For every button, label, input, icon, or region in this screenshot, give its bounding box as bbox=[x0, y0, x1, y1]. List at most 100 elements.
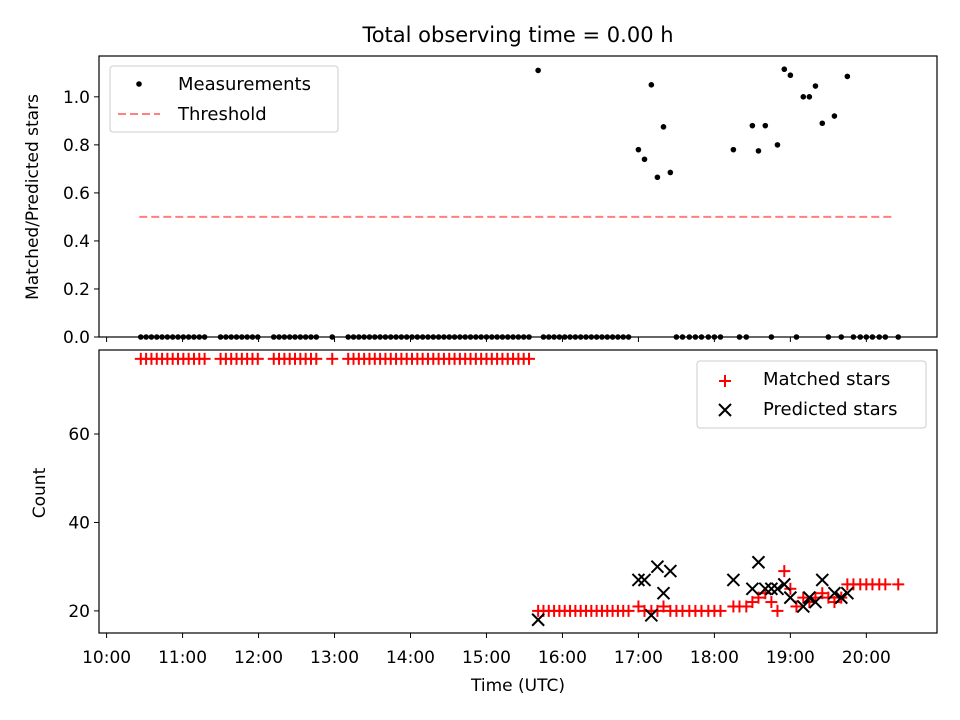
measurement-point bbox=[755, 148, 762, 154]
predicted-star-point bbox=[637, 573, 652, 587]
top-y-tick-label: 1.0 bbox=[63, 88, 90, 108]
matched-star-point bbox=[523, 352, 536, 365]
matched-star-point bbox=[651, 604, 664, 617]
measurement-point bbox=[806, 94, 813, 100]
top-legend: Measurements Threshold bbox=[109, 65, 339, 133]
measurement-point bbox=[635, 146, 642, 153]
bottom-x-tick-label: 14:00 bbox=[386, 648, 435, 668]
bottom-plot-frame bbox=[98, 349, 938, 634]
matched-star-point bbox=[828, 596, 841, 609]
top-y-tick-label: 0.0 bbox=[63, 328, 90, 348]
bottom-plot-area: 20 40 60 10:00 11:00 12:00 13:00 14:00 15:00 16:0… bbox=[68, 352, 905, 668]
matched-star-point bbox=[765, 596, 778, 609]
matched-star-point bbox=[326, 352, 339, 365]
matched-star-point bbox=[657, 600, 670, 613]
bottom-x-tick-label: 13:00 bbox=[310, 648, 359, 668]
predicted-star-point bbox=[808, 595, 823, 609]
measurement-point bbox=[774, 142, 781, 148]
predicted-star-point bbox=[827, 586, 842, 600]
matched-star-point bbox=[816, 587, 829, 600]
matched-star-point bbox=[740, 600, 753, 613]
legend-matched-marker bbox=[719, 375, 731, 387]
predicted-star-point bbox=[815, 573, 829, 587]
top-y-tick-label: 0.4 bbox=[63, 232, 90, 252]
bottom-legend-box bbox=[696, 360, 927, 429]
measurement-point bbox=[667, 169, 674, 176]
bottom-x-tick-label: 11:00 bbox=[158, 648, 207, 668]
matched-star-point bbox=[892, 578, 905, 591]
top-chart-title: Total observing time = 0.00 h bbox=[361, 23, 673, 47]
bottom-x-tick-label: 19:00 bbox=[766, 648, 815, 668]
predicted-star-point bbox=[644, 608, 659, 623]
matched-star-point bbox=[632, 600, 645, 613]
matched-star-point bbox=[251, 352, 264, 365]
predicted-star-point bbox=[631, 573, 646, 587]
matched-star-point bbox=[879, 578, 892, 591]
measurement-point bbox=[749, 122, 756, 129]
matched-star-point bbox=[746, 596, 759, 609]
measurement-point bbox=[787, 72, 794, 79]
matched-star-point bbox=[778, 565, 791, 578]
predicted-star-point bbox=[650, 559, 665, 574]
legend-predicted-marker bbox=[718, 403, 732, 417]
measurement-point bbox=[648, 82, 655, 88]
predicted-star-point bbox=[802, 590, 817, 605]
bottom-x-tick-label: 17:00 bbox=[614, 648, 663, 668]
matched-star-point bbox=[822, 591, 835, 604]
predicted-star-point bbox=[840, 586, 855, 600]
bottom-x-tick-label: 12:00 bbox=[234, 648, 283, 668]
measurement-point bbox=[535, 67, 541, 74]
top-y-axis-label: Matched/Predicted stars bbox=[23, 94, 43, 300]
top-y-tick-label: 0.8 bbox=[63, 136, 90, 156]
predicted-star-point bbox=[663, 564, 678, 578]
bottom-y-tick-label: 40 bbox=[68, 513, 90, 533]
measurement-point bbox=[800, 94, 807, 100]
predicted-star-point bbox=[726, 573, 741, 587]
predicted-star-point bbox=[656, 586, 671, 600]
measurement-point bbox=[831, 113, 838, 119]
predicted-star-point bbox=[783, 590, 798, 605]
bottom-x-tick-label: 20:00 bbox=[842, 648, 891, 668]
top-legend-box bbox=[109, 65, 339, 133]
measurement-point bbox=[844, 73, 851, 80]
measurement-point bbox=[812, 83, 819, 89]
bottom-y-tick-label: 20 bbox=[68, 602, 90, 622]
matched-star-point bbox=[622, 604, 635, 617]
legend-predicted-label: Predicted stars bbox=[763, 399, 897, 420]
predicted-star-point bbox=[751, 555, 766, 569]
matched-star-point bbox=[198, 352, 211, 365]
predicted-star-point bbox=[745, 582, 760, 596]
matched-star-point bbox=[797, 591, 810, 604]
measurement-point bbox=[819, 120, 826, 127]
predicted-star-point bbox=[531, 613, 545, 627]
matched-star-point bbox=[784, 582, 797, 595]
measurement-point bbox=[641, 156, 648, 163]
predicted-star-point bbox=[777, 577, 791, 592]
measurement-point bbox=[762, 122, 769, 129]
predicted-star-point bbox=[796, 599, 810, 614]
top-plot-frame bbox=[98, 55, 938, 338]
bottom-legend: Matched stars Predicted stars bbox=[696, 360, 927, 429]
matched-star-point bbox=[714, 604, 727, 617]
bottom-y-tick-label: 60 bbox=[68, 425, 90, 445]
bottom-x-axis-label: Time (UTC) bbox=[470, 676, 565, 696]
measurement-point bbox=[660, 124, 667, 130]
legend-matched-label: Matched stars bbox=[763, 369, 890, 390]
predicted-star-point bbox=[834, 590, 848, 605]
bottom-x-tick-label: 18:00 bbox=[690, 648, 739, 668]
predicted-star-point bbox=[764, 582, 779, 596]
legend-measurements-marker bbox=[136, 81, 142, 87]
top-y-tick-label: 0.2 bbox=[63, 280, 90, 300]
bottom-x-tick-label: 10:00 bbox=[82, 648, 131, 668]
measurement-point bbox=[730, 146, 737, 153]
bottom-x-tick-label: 15:00 bbox=[462, 648, 511, 668]
predicted-star-point bbox=[758, 582, 773, 596]
matched-star-point bbox=[310, 352, 323, 365]
measurement-point bbox=[654, 174, 661, 181]
legend-threshold-label: Threshold bbox=[177, 104, 267, 125]
legend-measurements-label: Measurements bbox=[178, 74, 311, 95]
bottom-x-tick-label: 16:00 bbox=[538, 648, 587, 668]
matched-star-point bbox=[771, 604, 784, 617]
predicted-star-point bbox=[770, 582, 785, 596]
